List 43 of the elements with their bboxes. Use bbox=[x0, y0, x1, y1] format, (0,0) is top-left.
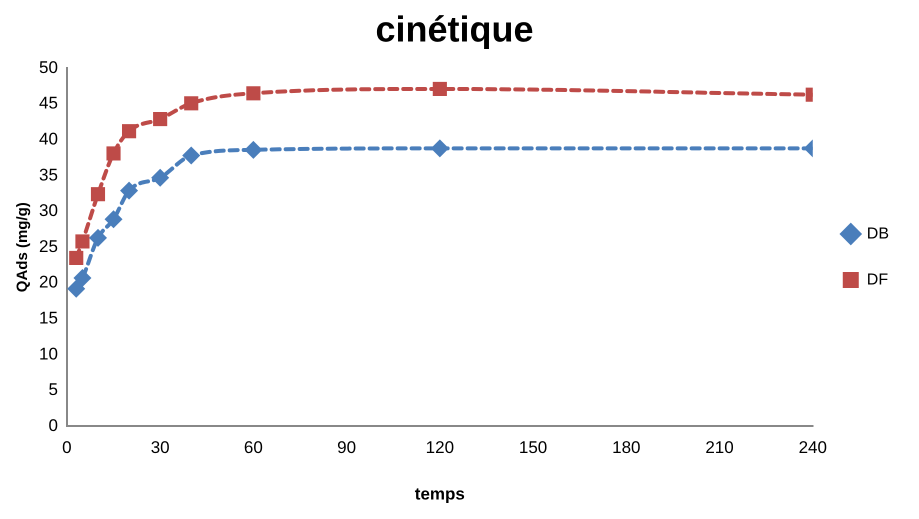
point bbox=[244, 140, 262, 159]
point bbox=[104, 210, 123, 228]
y-tick-label: 15 bbox=[38, 308, 58, 328]
x-tick-label: 60 bbox=[244, 438, 263, 458]
x-tick-label: 180 bbox=[612, 438, 640, 458]
point bbox=[106, 146, 121, 160]
y-tick-label: 50 bbox=[38, 58, 58, 77]
x-tick-label: 30 bbox=[150, 438, 170, 458]
point bbox=[122, 124, 136, 138]
y-tick-label: 10 bbox=[38, 344, 58, 364]
y-tick-label: 5 bbox=[48, 380, 58, 400]
point bbox=[432, 82, 447, 96]
chart-title: cinétique bbox=[375, 8, 534, 50]
x-tick-label: 0 bbox=[62, 438, 72, 458]
y-tick-label: 20 bbox=[38, 272, 58, 292]
y-tick-label: 40 bbox=[38, 129, 58, 148]
point bbox=[430, 139, 449, 158]
y-tick-label: 25 bbox=[38, 236, 58, 256]
point bbox=[88, 228, 107, 247]
y-tick-label: 45 bbox=[38, 94, 58, 113]
point bbox=[69, 250, 84, 266]
legend-label: DB bbox=[866, 225, 890, 242]
point bbox=[75, 234, 90, 249]
point bbox=[120, 182, 138, 200]
x-tick-label: 150 bbox=[518, 438, 548, 458]
x-tick-label: 90 bbox=[337, 438, 356, 458]
x-axis-title: temps bbox=[414, 484, 465, 504]
x-tick-label: 120 bbox=[426, 438, 454, 458]
point bbox=[90, 187, 106, 202]
y-tick-label: 0 bbox=[48, 416, 58, 435]
point bbox=[153, 112, 168, 126]
point bbox=[184, 96, 198, 110]
y-tick-label: 35 bbox=[38, 165, 58, 184]
legend-label: DF bbox=[866, 271, 888, 288]
point bbox=[151, 168, 170, 187]
point bbox=[246, 86, 260, 100]
x-tick-label: 210 bbox=[705, 438, 734, 458]
y-axis-title: QAds (mg/g) bbox=[14, 202, 32, 292]
point bbox=[73, 268, 92, 287]
point bbox=[182, 146, 200, 165]
y-tick-label: 30 bbox=[38, 201, 58, 220]
point bbox=[67, 280, 86, 298]
x-tick-label: 240 bbox=[798, 438, 827, 458]
